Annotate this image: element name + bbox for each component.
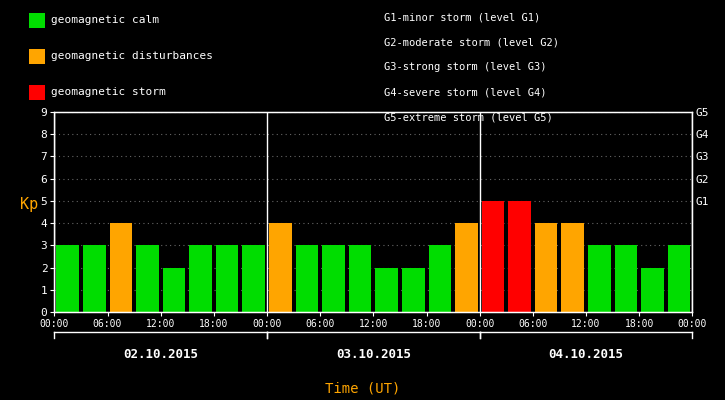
Bar (668, 245, 690, 312)
Bar (162, 268, 186, 312)
Bar (615, 245, 637, 312)
Bar (376, 268, 398, 312)
Bar (535, 223, 558, 312)
Bar (402, 268, 425, 312)
Bar (189, 245, 212, 312)
Bar (269, 223, 291, 312)
Text: 03.10.2015: 03.10.2015 (336, 348, 411, 361)
Bar (561, 223, 584, 312)
Bar (109, 223, 132, 312)
Text: G3-strong storm (level G3): G3-strong storm (level G3) (384, 62, 547, 72)
Bar (455, 223, 478, 312)
Text: 04.10.2015: 04.10.2015 (549, 348, 624, 361)
Bar (508, 201, 531, 312)
Text: geomagnetic disturbances: geomagnetic disturbances (51, 52, 212, 62)
Bar (83, 245, 106, 312)
Bar (322, 245, 345, 312)
Text: geomagnetic calm: geomagnetic calm (51, 16, 159, 26)
Bar (641, 268, 664, 312)
Text: G4-severe storm (level G4): G4-severe storm (level G4) (384, 88, 547, 98)
Bar (428, 245, 451, 312)
Text: Time (UT): Time (UT) (325, 382, 400, 396)
Bar (216, 245, 239, 312)
Bar (481, 201, 505, 312)
Text: geomagnetic storm: geomagnetic storm (51, 88, 165, 98)
Bar (57, 245, 79, 312)
Bar (588, 245, 610, 312)
Bar (136, 245, 159, 312)
Bar (349, 245, 371, 312)
Text: G2-moderate storm (level G2): G2-moderate storm (level G2) (384, 37, 559, 47)
Text: 02.10.2015: 02.10.2015 (123, 348, 198, 361)
Bar (296, 245, 318, 312)
Text: G5-extreme storm (level G5): G5-extreme storm (level G5) (384, 113, 553, 123)
Y-axis label: Kp: Kp (20, 197, 38, 212)
Text: G1-minor storm (level G1): G1-minor storm (level G1) (384, 12, 541, 22)
Bar (242, 245, 265, 312)
